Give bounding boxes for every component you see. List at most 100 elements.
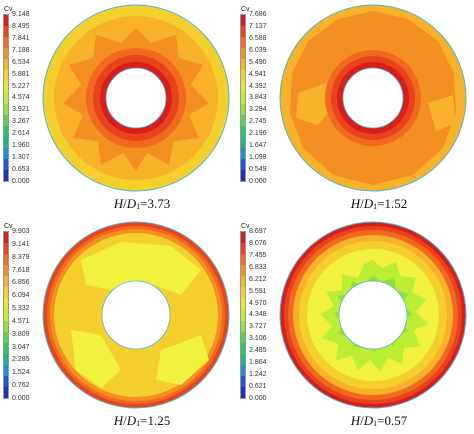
colorbar-swatch (4, 276, 8, 288)
colorbar-swatch (4, 243, 8, 255)
colorbar-swatch (241, 265, 245, 277)
legend-tick: 7.841 (12, 34, 30, 42)
legend-tick: 6.094 (12, 292, 30, 300)
legend-tick: 6.039 (249, 46, 267, 54)
colorbar-swatch (241, 331, 245, 343)
colorbar-swatch (4, 15, 8, 27)
legend-tick: 4.970 (249, 299, 267, 307)
legend-tick: 0.000 (12, 177, 30, 185)
colorbar-swatch (241, 243, 245, 255)
inner-hole (101, 280, 171, 350)
contour-band (428, 95, 456, 131)
legend-tick: 1.307 (12, 154, 30, 162)
legend-tick: 2.614 (12, 130, 30, 138)
colorbar-swatch (4, 125, 8, 137)
legend-tick: 4.392 (249, 82, 267, 90)
legend-tick: 0.621 (249, 382, 267, 390)
legend-tick: 8.697 (249, 228, 267, 235)
legend-tick: 6.212 (249, 275, 267, 283)
colorbar-swatch (4, 375, 8, 387)
legend-tick: 7.455 (249, 251, 267, 259)
colorbar-swatch (241, 298, 245, 310)
legend-tick: 5.490 (249, 58, 267, 66)
legend-tick: 8.076 (249, 239, 267, 247)
colorbar-swatch (241, 386, 245, 398)
colorbar-swatch (241, 287, 245, 299)
colorbar-swatch (4, 59, 8, 71)
panel-caption: H/D1=1.52 (350, 196, 408, 211)
inner-hole (342, 67, 404, 129)
colorbar-gradient (240, 231, 246, 399)
legend-tick: 5.591 (249, 287, 267, 295)
legend-tick: 0.000 (249, 177, 267, 185)
colorbar-swatch (241, 26, 245, 38)
legend-tick: 4.574 (12, 94, 30, 102)
contour-panel-3: Cv 9.903 9.141 8.379 7.618 6.856 6.094 5… (0, 217, 237, 434)
legend-tick: 1.960 (12, 142, 30, 150)
legend-tick: 3.106 (249, 335, 267, 343)
contour-band (156, 335, 209, 385)
colorbar-swatch (241, 276, 245, 288)
colorbar-swatch (4, 232, 8, 244)
legend-tick: 2.745 (249, 118, 267, 126)
panel-caption: H/D1=0.57 (350, 413, 408, 428)
legend-tick: 1.647 (249, 142, 267, 150)
legend-title: Cv (241, 6, 250, 13)
colorbar-swatch (241, 232, 245, 244)
legend-tick: 3.843 (249, 94, 267, 102)
colorbar-swatch (4, 158, 8, 170)
colorbar-swatch (241, 103, 245, 115)
colorbar-swatch (241, 136, 245, 148)
legend-tick: 8.379 (12, 253, 30, 261)
legend-tick: 5.332 (12, 305, 30, 313)
legend-tick: 9.148 (12, 11, 30, 18)
colorbar-swatch (241, 92, 245, 104)
legend-tick: 3.727 (249, 323, 267, 331)
colorbar-swatch (241, 353, 245, 365)
colorbar-swatch (4, 265, 8, 277)
colorbar-swatch (4, 364, 8, 376)
colorbar-swatch (241, 254, 245, 266)
annulus-contour-plot (279, 221, 467, 409)
legend-tick: 4.348 (249, 311, 267, 319)
colorbar-swatch (4, 309, 8, 321)
colorbar-swatch (4, 37, 8, 49)
legend-tick: 1.098 (249, 154, 267, 162)
legend-tick: 5.227 (12, 82, 30, 90)
colorbar-swatch (4, 81, 8, 93)
legend-title: Cv (4, 6, 13, 13)
colorbar-swatch (241, 37, 245, 49)
contour-band (71, 330, 121, 388)
colorbar-swatch (4, 92, 8, 104)
colorbar-swatch (4, 353, 8, 365)
legend-tick: 3.809 (12, 330, 30, 338)
colorbar-swatch (4, 169, 8, 181)
legend-tick: 1.524 (12, 369, 30, 377)
colorbar-swatch (241, 320, 245, 332)
legend-tick: 1.242 (249, 371, 267, 379)
colorbar-swatch (241, 125, 245, 137)
colorbar-legend: Cv 7.686 7.137 6.588 6.039 5.490 4.941 4… (240, 5, 267, 185)
legend-tick: 2.196 (249, 130, 267, 138)
annulus-contour-plot (279, 4, 467, 192)
legend-tick: 0.762 (12, 382, 30, 390)
legend-tick: 3.267 (12, 118, 30, 126)
annulus-contour-plot (42, 221, 230, 409)
legend-tick: 5.881 (12, 70, 30, 78)
legend-tick: 6.833 (249, 263, 267, 271)
colorbar-gradient (3, 14, 9, 182)
colorbar-legend: Cv 9.903 9.141 8.379 7.618 6.856 6.094 5… (3, 222, 30, 402)
colorbar-swatch (4, 147, 8, 159)
legend-title: Cv (241, 223, 250, 230)
colorbar-swatch (241, 15, 245, 27)
colorbar-swatch (241, 342, 245, 354)
colorbar-gradient (240, 14, 246, 182)
legend-tick: 3.047 (12, 343, 30, 351)
colorbar-swatch (4, 298, 8, 310)
colorbar-swatch (241, 59, 245, 71)
panel-caption: H/D1=3.73 (113, 196, 171, 211)
colorbar-swatch (241, 158, 245, 170)
legend-tick: 4.941 (249, 70, 267, 78)
colorbar-swatch (241, 81, 245, 93)
legend-tick: 0.549 (249, 165, 267, 173)
